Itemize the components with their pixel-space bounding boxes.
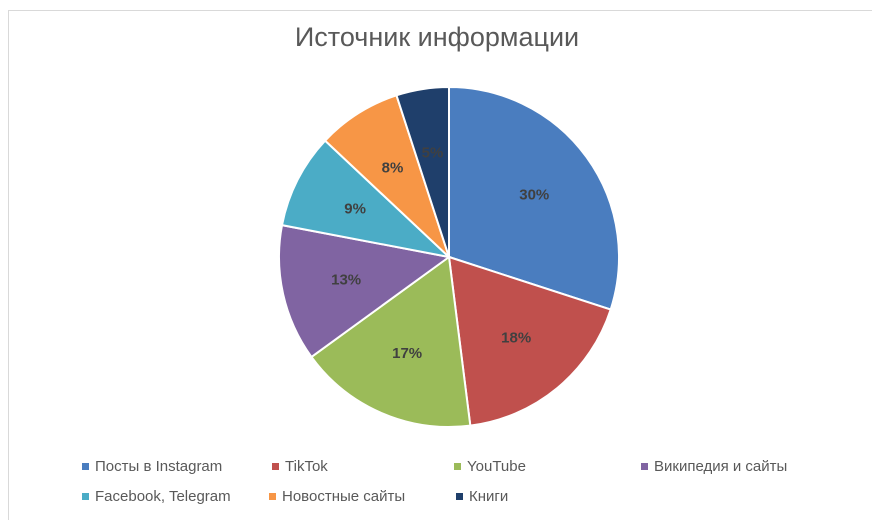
pie-slices xyxy=(278,85,620,428)
pie-labels: 30% 18% 17% 13% 9% 8% 5% xyxy=(331,144,549,362)
legend-swatch-2 xyxy=(454,463,461,470)
legend-swatch-4 xyxy=(82,493,89,500)
pie-slice-3 xyxy=(278,223,452,359)
pie-slice-label-6: 5% xyxy=(422,144,444,161)
pie-slice-label-1: 18% xyxy=(501,330,531,347)
legend-label-5: Новостные сайты xyxy=(282,488,406,505)
legend-item-1: TikTok xyxy=(272,458,328,475)
legend-swatch-6 xyxy=(456,493,463,500)
pie-slice-0 xyxy=(448,85,620,311)
legend-item-0: Посты в Instagram xyxy=(82,458,222,475)
legend-label-4: Facebook, Telegram xyxy=(95,488,231,505)
legend-swatch-0 xyxy=(82,463,89,470)
legend-label-1: TikTok xyxy=(285,458,328,475)
chart-title: Источник информации xyxy=(294,22,580,52)
pie-slice-label-3: 13% xyxy=(331,271,361,288)
pie-slice-label-5: 8% xyxy=(382,160,404,177)
pie-slice-1 xyxy=(447,255,612,427)
legend-item-6: Книги xyxy=(456,488,508,505)
pie-slice-6 xyxy=(395,85,450,258)
legend-label-0: Посты в Instagram xyxy=(95,458,223,475)
legend-item-3: Википедия и сайты xyxy=(641,458,787,475)
legend-swatch-1 xyxy=(272,463,279,470)
legend-swatch-3 xyxy=(641,463,648,470)
legend-label-2: YouTube xyxy=(467,458,526,475)
pie-slice-label-4: 9% xyxy=(344,201,366,218)
pie-slice-label-2: 17% xyxy=(392,345,422,362)
pie-slice-2 xyxy=(310,255,472,428)
pie-slice-4 xyxy=(280,139,453,259)
legend-swatch-5 xyxy=(269,493,276,500)
legend-item-5: Новостные сайты xyxy=(269,488,405,505)
legend-item-2: YouTube xyxy=(454,458,526,475)
legend-label-3: Википедия и сайты xyxy=(654,458,788,475)
legend-item-4: Facebook, Telegram xyxy=(82,488,231,505)
pie-slice-label-0: 30% xyxy=(519,187,549,204)
legend-label-6: Книги xyxy=(469,488,509,505)
